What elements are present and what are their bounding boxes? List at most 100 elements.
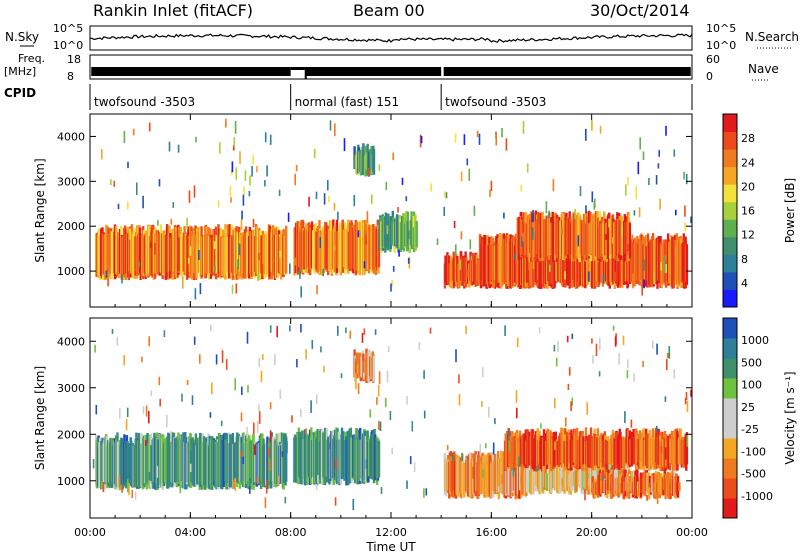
echo-speck: [591, 191, 594, 203]
echo-cell: [389, 216, 393, 249]
colorbar-swatch: [723, 498, 737, 519]
echo-cell: [600, 480, 603, 491]
echo-speck: [411, 421, 414, 432]
echo-speck: [217, 200, 220, 208]
echo-speck: [612, 237, 614, 244]
echo-speck: [129, 228, 131, 240]
echo-speck: [225, 359, 228, 370]
echo-speck: [269, 459, 271, 472]
echo-speck: [294, 257, 297, 266]
echo-speck: [436, 238, 439, 245]
echo-speck: [648, 178, 650, 186]
echo-cell: [630, 431, 633, 467]
echo-cell: [644, 469, 647, 497]
noise-strip-frame: [89, 25, 693, 51]
echo-speck: [453, 220, 456, 229]
echo-speck: [520, 184, 523, 192]
echo-speck: [128, 483, 130, 496]
echo-speck: [429, 327, 432, 334]
freq-nave-bars: [91, 67, 691, 79]
echo-speck: [598, 371, 601, 377]
noise-tick-top-left: 10^5: [53, 22, 83, 35]
echo-speck: [605, 234, 607, 241]
echo-speck: [193, 336, 196, 345]
echo-speck: [378, 420, 380, 431]
colorbar-swatch: [723, 458, 737, 479]
x-tick-label: 00:00: [74, 526, 106, 539]
echo-cell: [233, 443, 236, 484]
echo-speck: [260, 370, 263, 383]
echo-speck: [170, 430, 172, 443]
echo-speck: [392, 265, 395, 272]
echo-speck: [409, 456, 412, 465]
echo-speck: [641, 283, 643, 296]
echo-cell: [110, 231, 114, 280]
echo-speck: [591, 338, 593, 344]
echo-cell: [345, 226, 348, 270]
echo-speck: [538, 327, 541, 334]
echo-speck: [123, 130, 126, 144]
x-axis-title: Time UT: [365, 540, 416, 554]
echo-speck: [215, 354, 218, 365]
echo-speck: [251, 166, 253, 177]
echo-speck: [684, 205, 686, 217]
echo-speck: [268, 447, 271, 457]
echo-cell: [367, 224, 371, 274]
echo-cell: [340, 223, 343, 273]
echo-speck: [323, 193, 326, 205]
echo-speck: [655, 175, 658, 185]
echo-speck: [334, 123, 336, 137]
echo-speck: [656, 425, 658, 432]
echo-speck: [512, 467, 515, 477]
echo-cell: [261, 230, 265, 275]
colorbar-swatch: [723, 318, 737, 339]
echo-speck: [92, 459, 95, 469]
echo-speck: [665, 125, 667, 136]
echo-cell: [307, 435, 310, 477]
echo-cell: [645, 433, 648, 469]
echo-cell: [303, 227, 307, 269]
echo-speck: [300, 286, 302, 298]
echo-speck: [241, 386, 243, 395]
echo-speck: [622, 335, 625, 346]
echo-speck: [300, 408, 302, 417]
echo-cell: [262, 438, 265, 487]
echo-speck: [568, 367, 571, 376]
echo-speck: [561, 467, 563, 478]
echo-cell: [634, 240, 637, 282]
echo-speck: [503, 212, 505, 219]
echo-speck: [664, 447, 667, 460]
echo-speck: [633, 373, 635, 382]
echo-speck: [614, 271, 617, 282]
echo-speck: [553, 344, 556, 352]
echo-speck: [235, 283, 238, 294]
echo-speck: [564, 271, 566, 280]
velocity-panel: 1000 2000 3000 4000 Slant Range [km] 1000 500 1…: [33, 317, 797, 539]
echo-speck: [316, 285, 318, 295]
echo-speck: [378, 164, 381, 171]
echo-speck: [148, 471, 151, 481]
echo-speck: [186, 217, 188, 230]
echo-speck: [495, 133, 498, 146]
echo-speck: [657, 163, 660, 169]
echo-speck: [320, 346, 322, 353]
echo-cell: [280, 230, 283, 280]
echo-cell: [563, 464, 566, 494]
echo-cell: [545, 472, 549, 491]
echo-speck: [186, 380, 189, 386]
echo-speck: [209, 412, 212, 418]
echo-speck: [323, 366, 325, 373]
cpid-segment-label-1: normal (fast) 151: [295, 95, 399, 109]
echo-cell: [353, 146, 356, 170]
echo-speck: [648, 487, 651, 499]
echo-speck: [407, 257, 410, 264]
echo-speck: [413, 462, 416, 473]
echo-speck: [494, 418, 496, 425]
echo-cell: [636, 243, 640, 284]
echo-speck: [295, 165, 298, 172]
echo-speck: [127, 161, 129, 169]
echo-speck: [156, 465, 159, 478]
echo-speck: [642, 361, 644, 367]
echo-speck: [521, 236, 523, 247]
echo-cell: [263, 444, 267, 488]
